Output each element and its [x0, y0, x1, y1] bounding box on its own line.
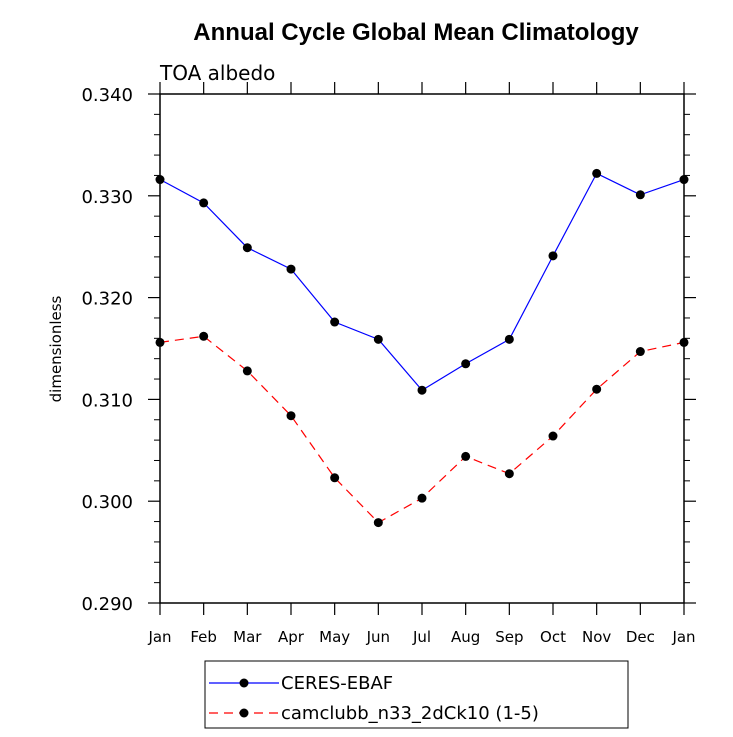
series-group: [155, 168, 689, 528]
legend: CERES-EBAF camclubb_n33_2dCk10 (1-5): [204, 660, 629, 729]
y-axis-label: dimensionless: [47, 295, 65, 402]
y-tick-label: 0.340: [81, 85, 133, 106]
y-tick-label: 0.320: [81, 289, 133, 310]
series-0-point: [199, 198, 209, 208]
series-1-point: [548, 431, 558, 441]
x-tick-label: Jan: [147, 628, 171, 646]
chart-subtitle: TOA albedo: [159, 61, 275, 85]
series-1-point: [286, 411, 296, 421]
legend-label-0: CERES-EBAF: [281, 673, 393, 694]
series-1-point: [461, 451, 471, 461]
legend-marker-0: [239, 678, 249, 688]
series-1-point: [592, 384, 602, 394]
x-tick-label: May: [319, 628, 350, 646]
series-0-point: [504, 334, 514, 344]
legend-box: [204, 660, 629, 729]
x-tick-label: Jan: [671, 628, 695, 646]
legend-marker-1: [239, 708, 249, 718]
series-1-point: [504, 469, 514, 479]
axis-ticks: [148, 82, 696, 615]
series-1-point: [679, 337, 689, 347]
series-0-point: [330, 317, 340, 327]
y-tick-label: 0.290: [81, 594, 133, 615]
series-0-point: [155, 175, 165, 185]
series-0-point: [242, 243, 252, 253]
x-tick-label: Apr: [278, 628, 305, 646]
x-tick-label: Mar: [233, 628, 262, 646]
plot-frame: [159, 93, 685, 604]
series-1-point: [199, 331, 209, 341]
chart-title: Annual Cycle Global Mean Climatology: [193, 19, 639, 46]
y-tick-labels: 0.290 0.300 0.310 0.320 0.330 0.340: [81, 85, 133, 615]
y-tick-label: 0.310: [81, 390, 133, 411]
y-tick-label: 0.300: [81, 492, 133, 513]
series-0-point: [373, 334, 383, 344]
series-1-point: [373, 518, 383, 528]
series-0-point: [548, 251, 558, 261]
legend-label-1: camclubb_n33_2dCk10 (1-5): [281, 703, 539, 724]
series-1-point: [330, 473, 340, 483]
x-tick-label: Jun: [366, 628, 390, 646]
x-tick-label: Aug: [451, 628, 480, 646]
x-tick-label: Jul: [412, 628, 431, 646]
x-tick-label: Oct: [540, 628, 566, 646]
x-tick-label: Dec: [626, 628, 655, 646]
series-0-point: [679, 175, 689, 185]
x-tick-label: Feb: [190, 628, 217, 646]
series-1-point: [155, 337, 165, 347]
y-tick-label: 0.330: [81, 187, 133, 208]
series-1-point: [635, 347, 645, 357]
legend-entries: CERES-EBAF camclubb_n33_2dCk10 (1-5): [209, 673, 539, 724]
x-tick-label: Nov: [582, 628, 611, 646]
series-line-0: [159, 172, 685, 392]
series-1-point: [417, 493, 427, 503]
series-1-point: [242, 366, 252, 376]
series-0-point: [592, 168, 602, 178]
series-0-point: [635, 190, 645, 200]
x-tick-labels: Jan Feb Mar Apr May Jun Jul Aug Sep Oct Nov Dec Jan: [147, 628, 695, 646]
series-0-point: [286, 264, 296, 274]
x-tick-label: Sep: [495, 628, 523, 646]
series-0-point: [461, 359, 471, 369]
series-0-point: [417, 385, 427, 395]
